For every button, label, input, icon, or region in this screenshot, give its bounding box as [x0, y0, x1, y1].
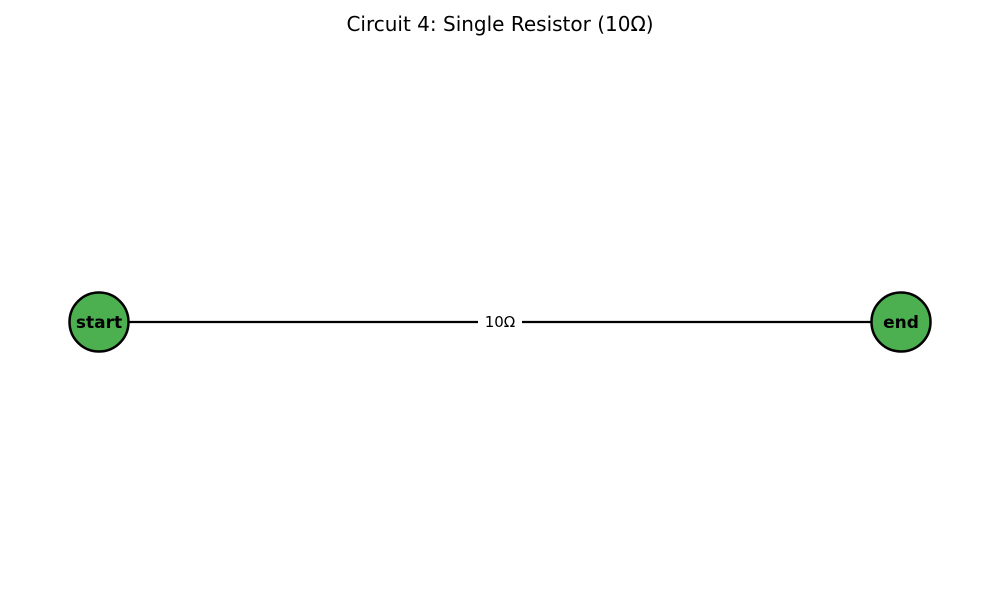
node-end-label: end [883, 313, 919, 333]
diagram-title: Circuit 4: Single Resistor (10Ω) [346, 12, 653, 36]
node-start-circle [68, 291, 130, 353]
node-end-circle [870, 291, 932, 353]
node-start-label: start [76, 313, 122, 333]
node-start: start [68, 291, 130, 353]
resistor-label: 10Ω [485, 313, 516, 331]
edge-label-background [478, 311, 522, 333]
node-end: end [870, 291, 932, 353]
